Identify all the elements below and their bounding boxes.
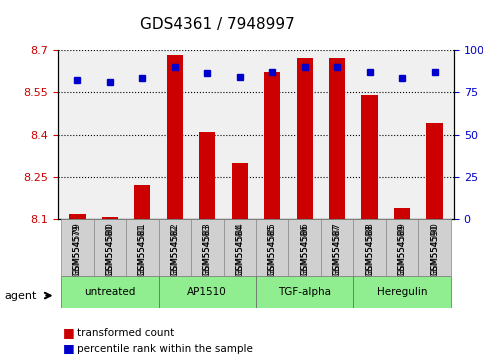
Text: GSM554584: GSM554584 [235, 224, 244, 275]
FancyBboxPatch shape [418, 219, 451, 276]
Text: GDS4361 / 7948997: GDS4361 / 7948997 [140, 17, 295, 32]
FancyBboxPatch shape [256, 276, 354, 308]
Text: agent: agent [5, 291, 37, 301]
Text: GSM554587: GSM554587 [333, 224, 341, 275]
Text: GSM554580: GSM554580 [105, 222, 114, 277]
FancyBboxPatch shape [126, 219, 158, 276]
Text: GSM554579: GSM554579 [73, 222, 82, 277]
Text: GSM554581: GSM554581 [138, 222, 147, 277]
Text: GSM554588: GSM554588 [365, 224, 374, 275]
Text: GSM554582: GSM554582 [170, 224, 179, 275]
Text: ■: ■ [63, 326, 74, 339]
Text: GSM554583: GSM554583 [203, 222, 212, 277]
Text: transformed count: transformed count [77, 328, 174, 338]
FancyBboxPatch shape [256, 219, 288, 276]
Bar [70, 214, 85, 219]
Bar [167, 55, 183, 219]
Bar [264, 72, 280, 219]
Text: GSM554585: GSM554585 [268, 224, 277, 275]
Bar [361, 95, 378, 219]
FancyBboxPatch shape [61, 276, 158, 308]
FancyBboxPatch shape [321, 219, 354, 276]
Bar [134, 185, 151, 219]
Text: percentile rank within the sample: percentile rank within the sample [77, 344, 253, 354]
Text: GSM554579: GSM554579 [73, 224, 82, 275]
FancyBboxPatch shape [354, 276, 451, 308]
Text: GSM554584: GSM554584 [235, 222, 244, 277]
Text: Heregulin: Heregulin [377, 287, 427, 297]
Bar [329, 58, 345, 219]
Text: ■: ■ [63, 342, 74, 354]
Text: GSM554588: GSM554588 [365, 222, 374, 277]
Text: untreated: untreated [84, 287, 136, 297]
Text: GSM554583: GSM554583 [203, 224, 212, 275]
Text: TGF-alpha: TGF-alpha [278, 287, 331, 297]
Text: GSM554581: GSM554581 [138, 224, 147, 275]
Text: GSM554589: GSM554589 [398, 224, 407, 275]
Text: GSM554580: GSM554580 [105, 224, 114, 275]
Text: GSM554585: GSM554585 [268, 222, 277, 277]
FancyBboxPatch shape [61, 219, 94, 276]
FancyBboxPatch shape [288, 219, 321, 276]
FancyBboxPatch shape [158, 219, 191, 276]
Bar [426, 123, 442, 219]
Text: GSM554586: GSM554586 [300, 222, 309, 277]
FancyBboxPatch shape [158, 276, 256, 308]
Text: GSM554590: GSM554590 [430, 222, 439, 277]
Text: GSM554587: GSM554587 [333, 222, 341, 277]
FancyBboxPatch shape [224, 219, 256, 276]
Text: GSM554589: GSM554589 [398, 222, 407, 277]
Bar [199, 132, 215, 219]
Bar [297, 58, 313, 219]
Text: AP1510: AP1510 [187, 287, 227, 297]
Text: GSM554590: GSM554590 [430, 224, 439, 274]
Bar [394, 208, 410, 219]
FancyBboxPatch shape [94, 219, 126, 276]
Text: GSM554586: GSM554586 [300, 224, 309, 275]
Bar [102, 217, 118, 219]
FancyBboxPatch shape [386, 219, 418, 276]
FancyBboxPatch shape [354, 219, 386, 276]
FancyBboxPatch shape [191, 219, 224, 276]
Text: GSM554582: GSM554582 [170, 222, 179, 277]
Bar [232, 163, 248, 219]
